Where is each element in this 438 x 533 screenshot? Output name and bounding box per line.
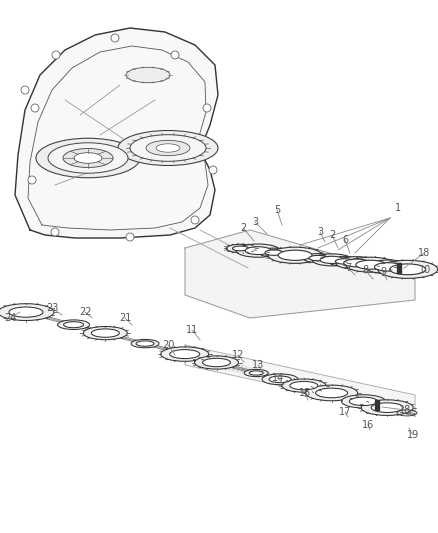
- Text: 13: 13: [252, 360, 264, 370]
- Ellipse shape: [378, 260, 438, 278]
- Ellipse shape: [64, 322, 84, 328]
- Ellipse shape: [336, 259, 353, 264]
- Circle shape: [209, 166, 217, 174]
- Ellipse shape: [365, 260, 411, 274]
- Ellipse shape: [126, 67, 170, 83]
- Ellipse shape: [316, 388, 348, 398]
- Ellipse shape: [48, 143, 128, 173]
- Ellipse shape: [262, 374, 298, 385]
- Ellipse shape: [290, 382, 318, 390]
- Text: 17: 17: [339, 407, 351, 417]
- Text: 24: 24: [4, 313, 16, 323]
- Ellipse shape: [268, 247, 322, 263]
- Ellipse shape: [245, 247, 271, 255]
- Circle shape: [171, 51, 179, 59]
- Circle shape: [191, 216, 199, 224]
- Text: 18: 18: [399, 405, 411, 415]
- Ellipse shape: [146, 140, 190, 156]
- Ellipse shape: [92, 329, 119, 337]
- Text: 7: 7: [345, 263, 351, 273]
- Ellipse shape: [156, 144, 180, 152]
- Ellipse shape: [236, 244, 280, 257]
- Ellipse shape: [320, 256, 344, 263]
- Text: 1: 1: [395, 203, 401, 213]
- Text: 18: 18: [418, 248, 430, 259]
- Text: 9: 9: [380, 267, 386, 277]
- Ellipse shape: [130, 135, 206, 161]
- Circle shape: [31, 104, 39, 112]
- Ellipse shape: [233, 246, 248, 251]
- Text: 5: 5: [274, 205, 280, 215]
- Ellipse shape: [259, 248, 289, 257]
- Text: 3: 3: [317, 227, 323, 237]
- Ellipse shape: [361, 400, 413, 415]
- Ellipse shape: [336, 257, 378, 269]
- Ellipse shape: [0, 304, 54, 320]
- Ellipse shape: [249, 371, 263, 375]
- Polygon shape: [15, 28, 218, 238]
- Ellipse shape: [282, 379, 326, 392]
- Circle shape: [52, 51, 60, 59]
- Ellipse shape: [74, 152, 102, 163]
- Ellipse shape: [306, 385, 358, 401]
- Text: 21: 21: [119, 313, 131, 323]
- Ellipse shape: [374, 263, 403, 271]
- Circle shape: [203, 104, 211, 112]
- Ellipse shape: [309, 255, 327, 261]
- Text: 10: 10: [419, 265, 431, 275]
- Text: 15: 15: [299, 388, 311, 398]
- Ellipse shape: [312, 254, 352, 266]
- Polygon shape: [305, 253, 393, 271]
- Text: 19: 19: [407, 430, 419, 440]
- Bar: [375, 400, 379, 410]
- Text: 3: 3: [252, 217, 258, 227]
- Ellipse shape: [341, 395, 385, 408]
- Circle shape: [51, 228, 59, 236]
- Ellipse shape: [202, 358, 230, 367]
- Ellipse shape: [371, 403, 403, 413]
- Polygon shape: [185, 350, 290, 386]
- Polygon shape: [185, 345, 415, 415]
- Ellipse shape: [269, 376, 291, 383]
- Text: 23: 23: [46, 303, 58, 313]
- Bar: [397, 263, 401, 273]
- Ellipse shape: [9, 307, 43, 317]
- Ellipse shape: [344, 259, 370, 267]
- Ellipse shape: [57, 320, 90, 329]
- Ellipse shape: [131, 340, 159, 348]
- Text: 2: 2: [329, 230, 335, 240]
- Ellipse shape: [83, 327, 127, 340]
- Ellipse shape: [226, 244, 254, 253]
- Text: 16: 16: [362, 420, 374, 430]
- Circle shape: [21, 86, 29, 94]
- Ellipse shape: [63, 149, 113, 167]
- Circle shape: [126, 233, 134, 241]
- Ellipse shape: [265, 250, 283, 255]
- Ellipse shape: [118, 131, 218, 166]
- Ellipse shape: [346, 257, 396, 272]
- Ellipse shape: [36, 138, 140, 178]
- Ellipse shape: [350, 397, 378, 406]
- Text: 22: 22: [79, 307, 91, 317]
- Ellipse shape: [244, 369, 268, 377]
- Text: 2: 2: [240, 223, 246, 233]
- Text: 11: 11: [186, 325, 198, 335]
- Ellipse shape: [170, 350, 200, 359]
- Ellipse shape: [194, 356, 239, 369]
- Text: 20: 20: [162, 340, 174, 350]
- Ellipse shape: [356, 260, 386, 269]
- Polygon shape: [185, 230, 415, 318]
- Text: 12: 12: [232, 350, 244, 360]
- Text: 6: 6: [342, 235, 348, 245]
- Text: 8: 8: [362, 265, 368, 275]
- Circle shape: [111, 34, 119, 42]
- Circle shape: [28, 176, 36, 184]
- Ellipse shape: [390, 264, 426, 274]
- Ellipse shape: [278, 250, 312, 260]
- Text: 14: 14: [272, 373, 284, 383]
- Ellipse shape: [328, 256, 360, 266]
- Ellipse shape: [136, 341, 154, 346]
- Ellipse shape: [161, 347, 209, 361]
- Ellipse shape: [303, 254, 333, 263]
